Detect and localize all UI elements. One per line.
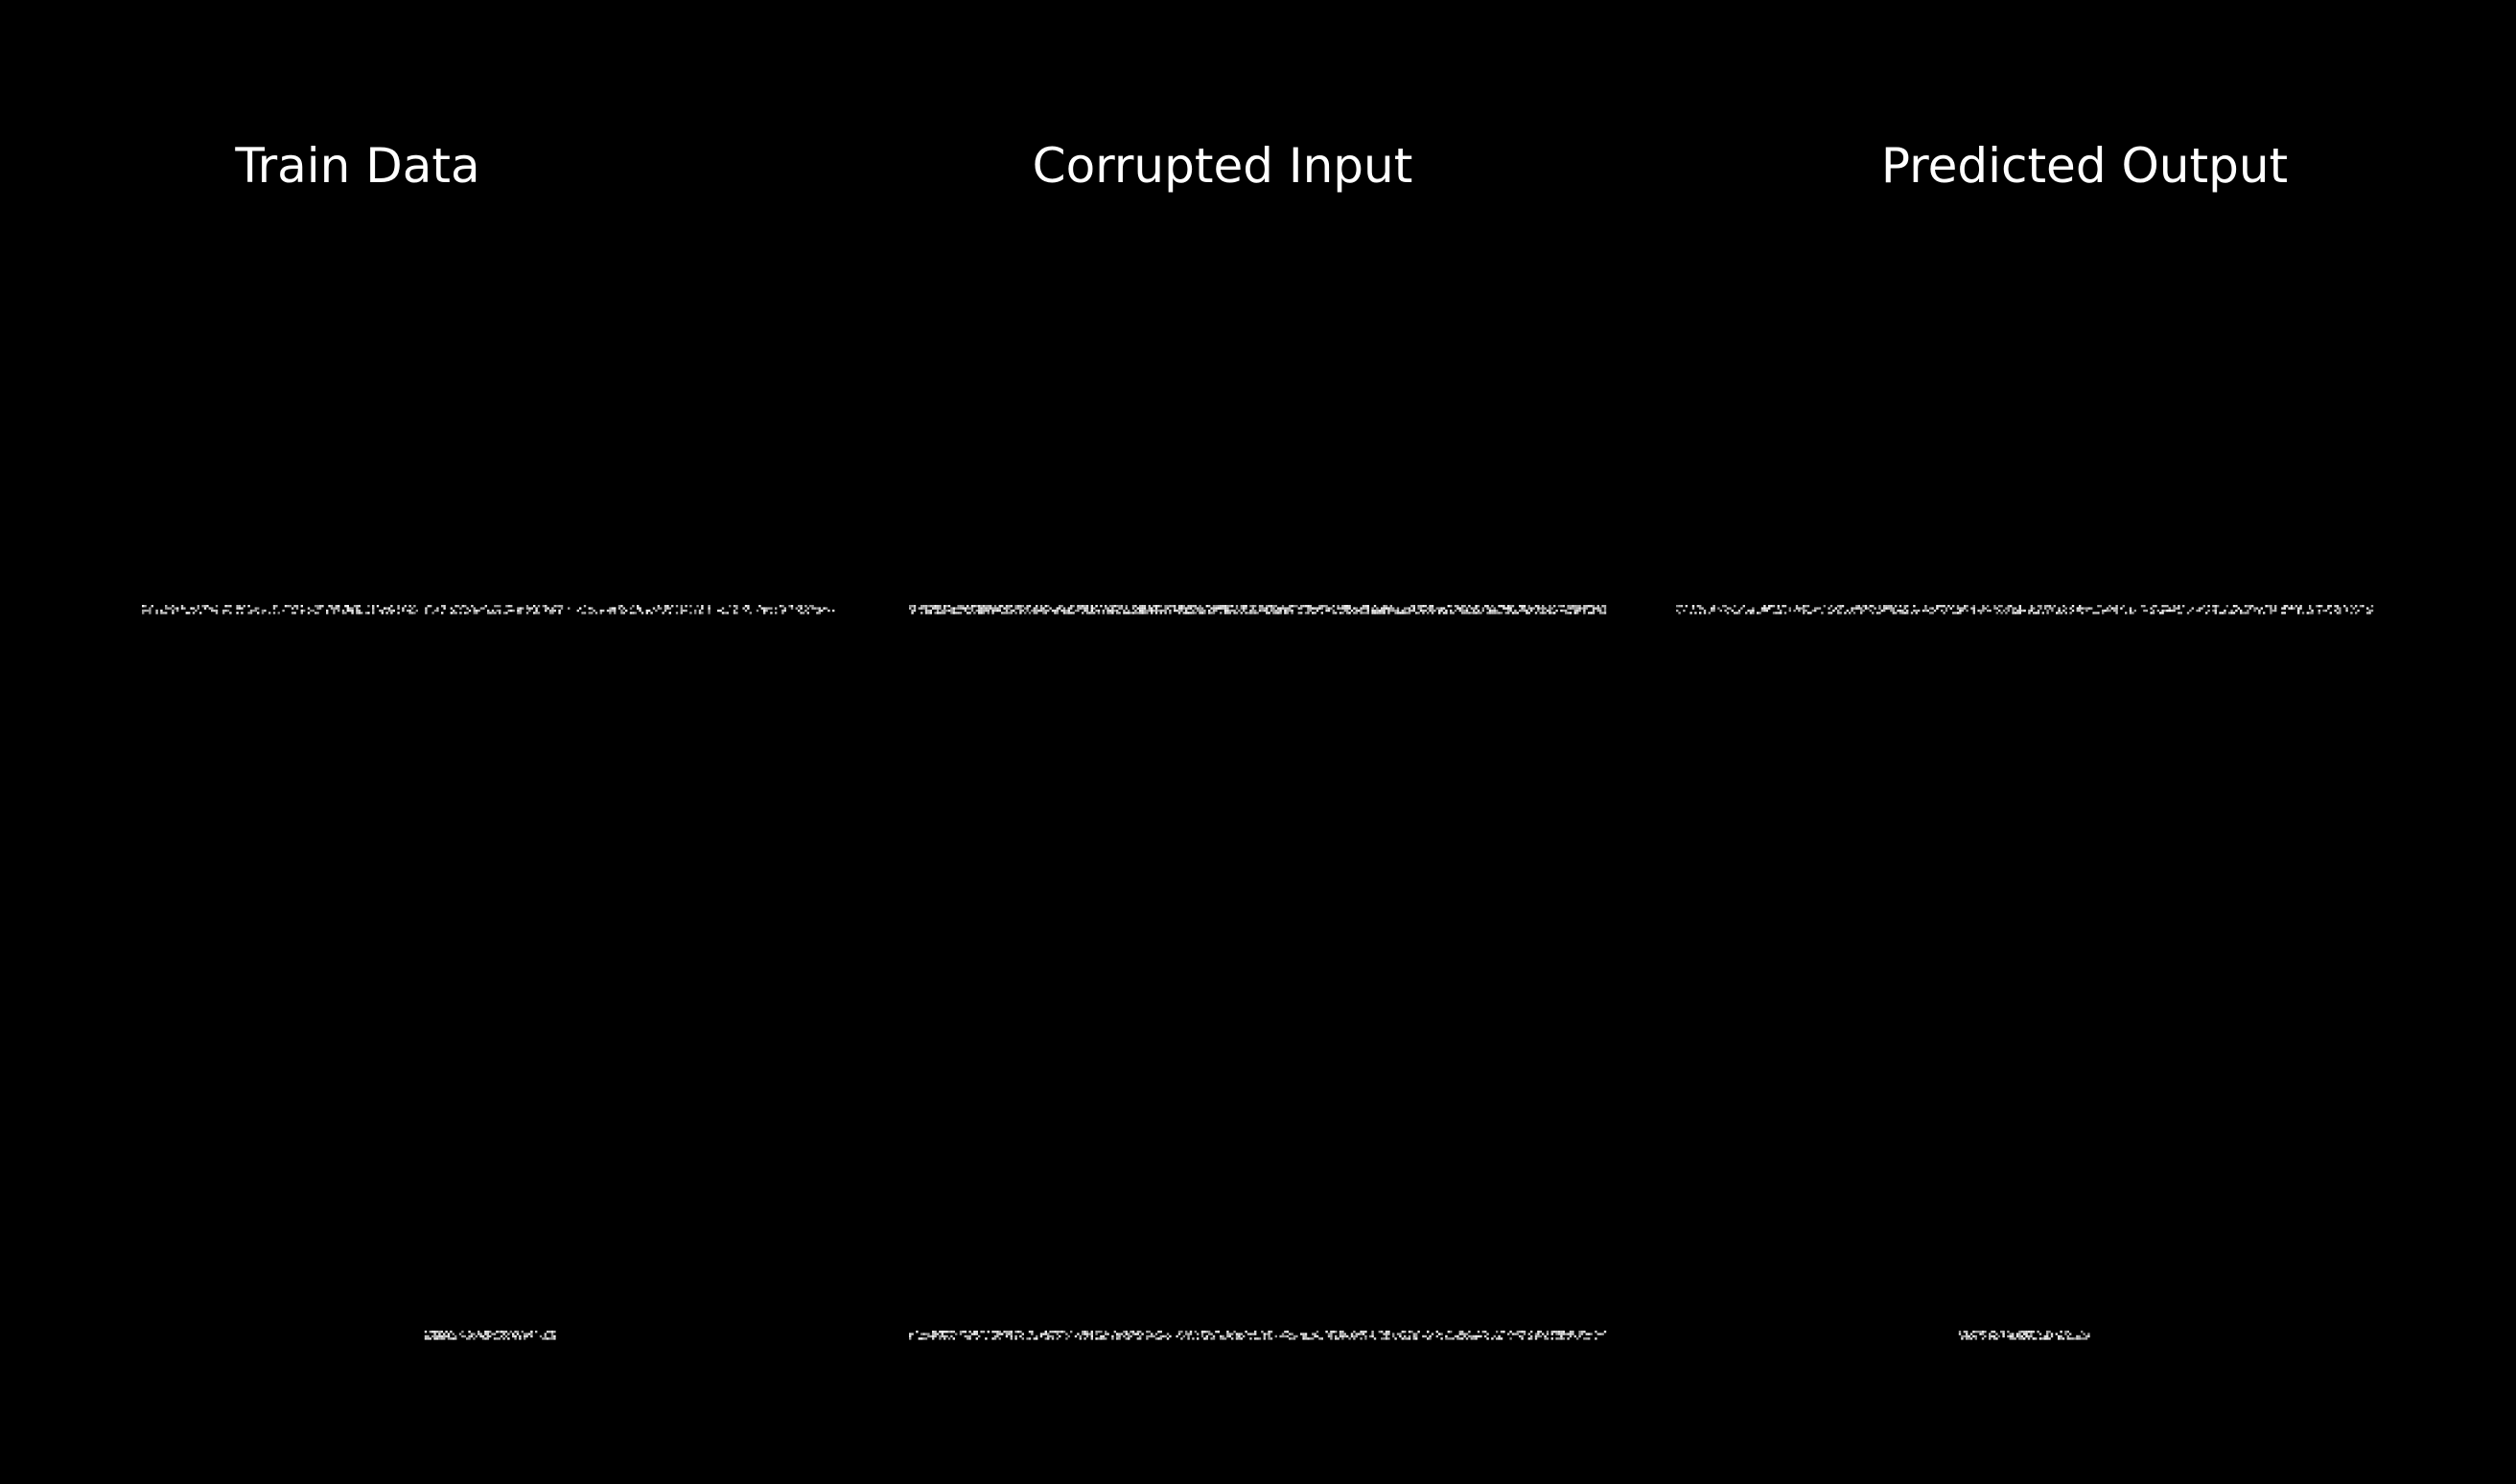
pixel-strip-row-2: [1958, 1331, 2090, 1340]
panel-title-corrupted-input: Corrupted Input: [1032, 138, 1413, 194]
panel-corrupted-input: [909, 605, 1607, 1340]
panel-predicted-output: [1676, 605, 2374, 1340]
panel-title-train-data: Train Data: [235, 138, 480, 194]
panel-title-predicted-output: Predicted Output: [1880, 138, 2289, 194]
pixel-strip-row-2: [909, 1331, 1607, 1340]
pixel-strip-row-2: [424, 1331, 556, 1340]
pixel-strip-row-1: [909, 605, 1607, 614]
pixel-strip-row-1: [142, 605, 835, 614]
pixel-strip-row-1: [1676, 605, 2374, 614]
panel-train-data: [142, 605, 835, 1340]
